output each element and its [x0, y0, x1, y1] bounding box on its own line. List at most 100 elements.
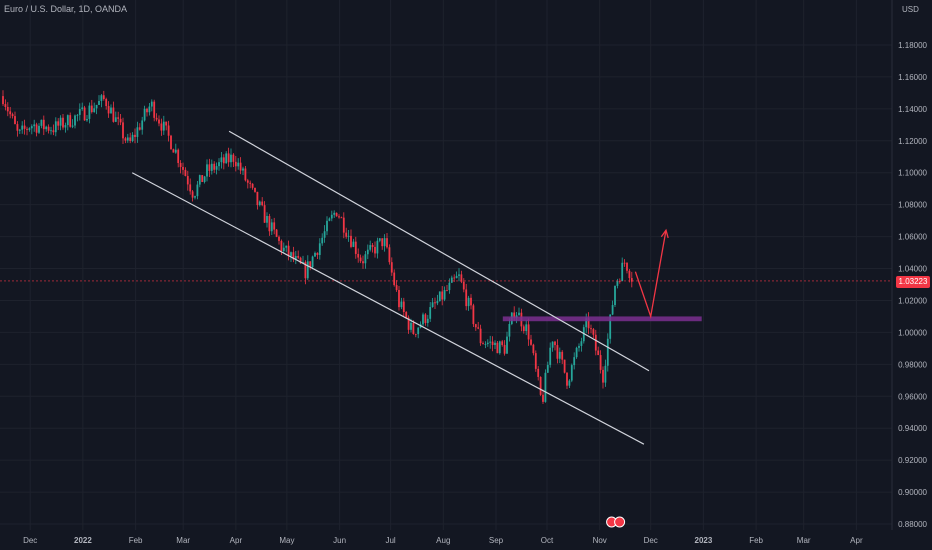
candle-body — [602, 369, 604, 383]
candle-body — [278, 236, 280, 241]
projection-arrow[interactable] — [634, 230, 667, 320]
candle-body — [594, 334, 597, 351]
candle-body — [484, 344, 487, 345]
candle-body — [143, 108, 146, 121]
candle-body — [160, 123, 163, 131]
candle-body — [28, 128, 31, 130]
candle-body — [112, 107, 115, 122]
candle-body — [405, 311, 408, 318]
candle-body — [280, 240, 283, 252]
candle-body — [126, 137, 129, 141]
projection-arrowhead — [660, 228, 669, 239]
candle-body — [441, 291, 444, 300]
candle-body — [184, 169, 187, 177]
candle-body — [417, 327, 420, 335]
candle-body — [546, 364, 549, 373]
candle-body — [503, 344, 506, 354]
candle-body — [45, 126, 48, 130]
x-tick-label: Sep — [489, 536, 504, 545]
y-tick-label: 1.16000 — [898, 73, 927, 82]
candle-body — [114, 117, 117, 122]
candle-body — [388, 247, 391, 263]
candle-body — [328, 218, 331, 221]
y-tick-label: 1.12000 — [898, 137, 927, 146]
candle-body — [386, 238, 388, 248]
candle-body — [304, 261, 307, 279]
candle-body — [443, 289, 446, 300]
y-tick-label: 1.06000 — [898, 233, 927, 242]
candle-body — [614, 285, 616, 306]
y-tick-label: 1.00000 — [898, 328, 927, 337]
time-axis[interactable]: Dec 2022 Feb Mar Apr May Jun Jul Aug Sep Oct Nov Dec… — [23, 536, 863, 545]
candle-body — [400, 301, 403, 308]
candle-body — [138, 127, 141, 130]
candle-body — [213, 163, 216, 170]
candle-body — [369, 245, 372, 250]
price-axis[interactable]: 1.18000 1.16000 1.14000 1.12000 1.10000 1.080… — [898, 41, 927, 529]
candle-body — [93, 108, 96, 113]
candle-body — [508, 324, 511, 337]
candle-body — [628, 270, 631, 279]
candle-body — [448, 282, 451, 291]
candle-body — [551, 341, 554, 348]
candle-body — [364, 254, 367, 264]
candle-body — [261, 201, 264, 206]
channel-upper-line[interactable] — [228, 130, 650, 372]
candle-body — [407, 317, 410, 330]
candle-body — [275, 229, 278, 237]
candle-body — [340, 217, 343, 219]
candle-body — [242, 168, 244, 171]
candle-body — [333, 212, 336, 215]
candle-body — [30, 126, 33, 129]
candle-body — [597, 350, 600, 356]
y-tick-label: 1.04000 — [898, 265, 927, 274]
x-tick-label: Mar — [176, 536, 190, 545]
candle-body — [23, 125, 26, 129]
candle-body — [424, 314, 427, 323]
candle-body — [249, 182, 252, 184]
candle-body — [354, 241, 357, 254]
candle-body — [494, 342, 496, 345]
candle-body — [561, 351, 564, 360]
y-tick-label: 1.10000 — [898, 169, 927, 178]
x-tick-label: Mar — [797, 536, 811, 545]
candle-body — [302, 261, 304, 264]
y-tick-label: 0.98000 — [898, 360, 927, 369]
candle-body — [107, 106, 110, 114]
x-tick-label: Aug — [436, 536, 450, 545]
candle-body — [222, 157, 225, 164]
candle-body — [206, 164, 208, 177]
event-badges[interactable] — [606, 516, 626, 528]
candle-body — [155, 117, 158, 120]
candle-body — [330, 214, 333, 219]
candle-body — [472, 305, 475, 325]
candle-body — [556, 345, 559, 359]
event-flag-icon[interactable] — [614, 516, 626, 528]
x-tick-label: 2023 — [695, 536, 713, 545]
candle-body — [412, 322, 415, 334]
candle-body — [309, 261, 312, 268]
candle-body — [74, 115, 76, 126]
candle-body — [244, 168, 247, 181]
channel-lower-line[interactable] — [131, 172, 645, 445]
candle-body — [2, 96, 4, 105]
candle-body — [21, 125, 24, 130]
candle-body — [498, 341, 501, 354]
candle-body — [422, 314, 424, 325]
last-price-tag: 1.03223 — [896, 276, 930, 288]
candle-body — [290, 252, 292, 257]
candle-body — [318, 243, 321, 255]
x-tick-label: Oct — [541, 536, 554, 545]
chart-grid — [0, 0, 893, 530]
candle-body — [162, 121, 165, 131]
x-tick-label: May — [279, 536, 294, 545]
candle-body — [150, 101, 153, 107]
y-tick-label: 0.90000 — [898, 488, 927, 497]
candle-body — [117, 117, 120, 119]
candle-body — [455, 275, 458, 279]
candle-body — [6, 106, 9, 112]
candle-body — [513, 312, 516, 318]
candle-body — [83, 107, 86, 121]
resistance-zone[interactable] — [502, 316, 702, 322]
